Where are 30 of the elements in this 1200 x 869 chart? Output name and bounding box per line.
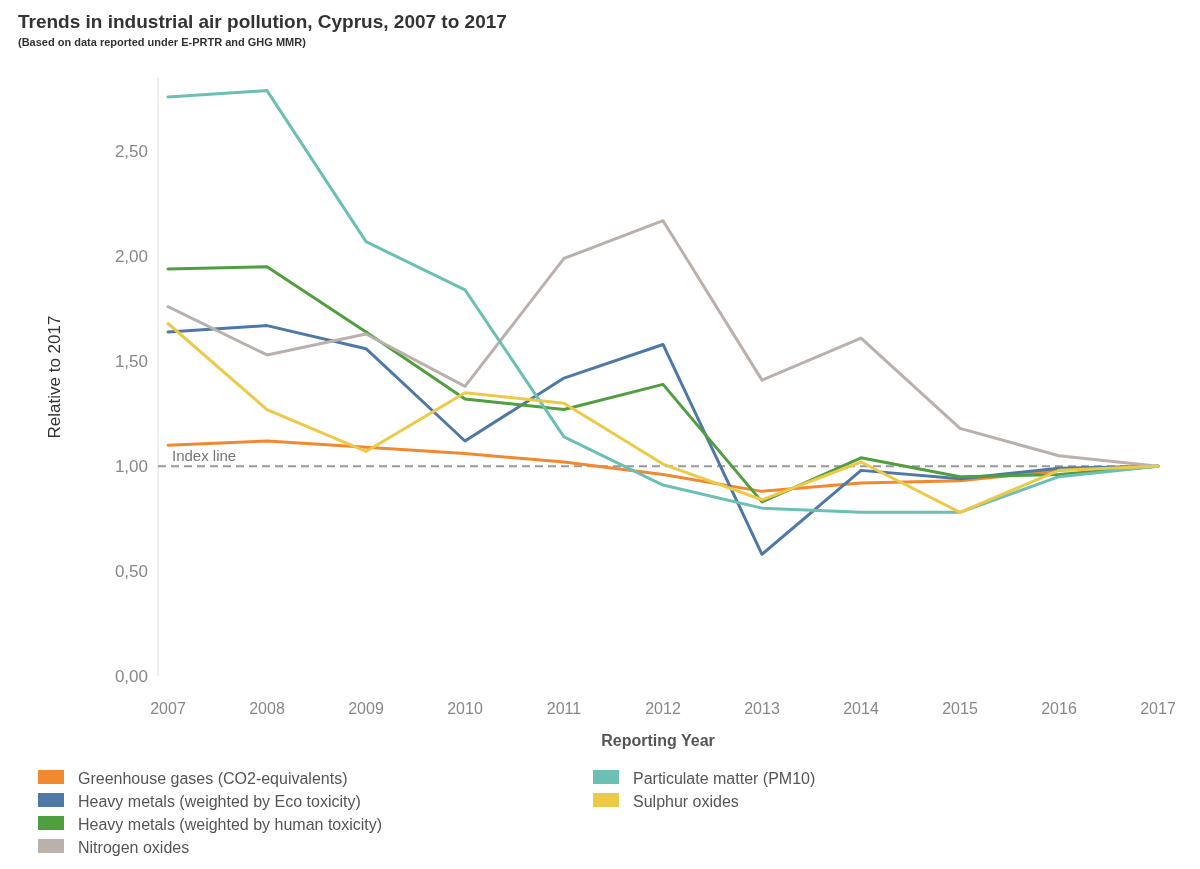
x-tick-label: 2009	[348, 700, 384, 717]
chart-title: Trends in industrial air pollution, Cyprus, 2007 to 2017	[18, 11, 507, 32]
y-tick-label: 1,50	[114, 352, 148, 372]
x-tick-label: 2011	[546, 700, 582, 717]
x-tick-label: 2007	[150, 700, 186, 717]
x-axis-title: Reporting Year	[601, 732, 715, 749]
chart-subtitle: (Based on data reported under E-PRTR and GHG MMR)	[18, 36, 307, 48]
ref-line-label: Index line	[172, 447, 237, 465]
legend-label: Nitrogen oxides	[78, 838, 190, 856]
y-tick-label: 2,50	[114, 142, 148, 162]
x-tick-label: 2013	[744, 700, 780, 717]
y-tick-label: 0,00	[114, 666, 148, 686]
legend-label: Particulate matter (PM10)	[633, 769, 816, 787]
y-tick-label: 1,00	[114, 457, 148, 477]
y-tick-label: 2,00	[114, 247, 148, 267]
x-tick-label: 2014	[843, 700, 879, 717]
line-series	[166, 219, 1160, 468]
legend-label: Heavy metals (weighted by Eco toxicity)	[78, 792, 361, 810]
line-series	[166, 322, 1160, 514]
x-tick-label: 2012	[645, 700, 681, 717]
legend-label: Heavy metals (weighted by human toxicity)	[78, 815, 383, 833]
x-tick-label: 2016	[1041, 700, 1077, 717]
legend-label: Sulphur oxides	[633, 792, 739, 810]
x-tick-label: 2008	[249, 700, 285, 717]
legend-label: Greenhouse gases (CO2-equivalents)	[78, 769, 348, 787]
x-tick-label: 2015	[942, 700, 978, 717]
x-tick-label: 2017	[1140, 700, 1176, 717]
x-tick-label: 2010	[447, 700, 483, 717]
y-axis-title: Relative to 2017	[45, 315, 64, 439]
y-tick-label: 0,50	[114, 562, 148, 582]
